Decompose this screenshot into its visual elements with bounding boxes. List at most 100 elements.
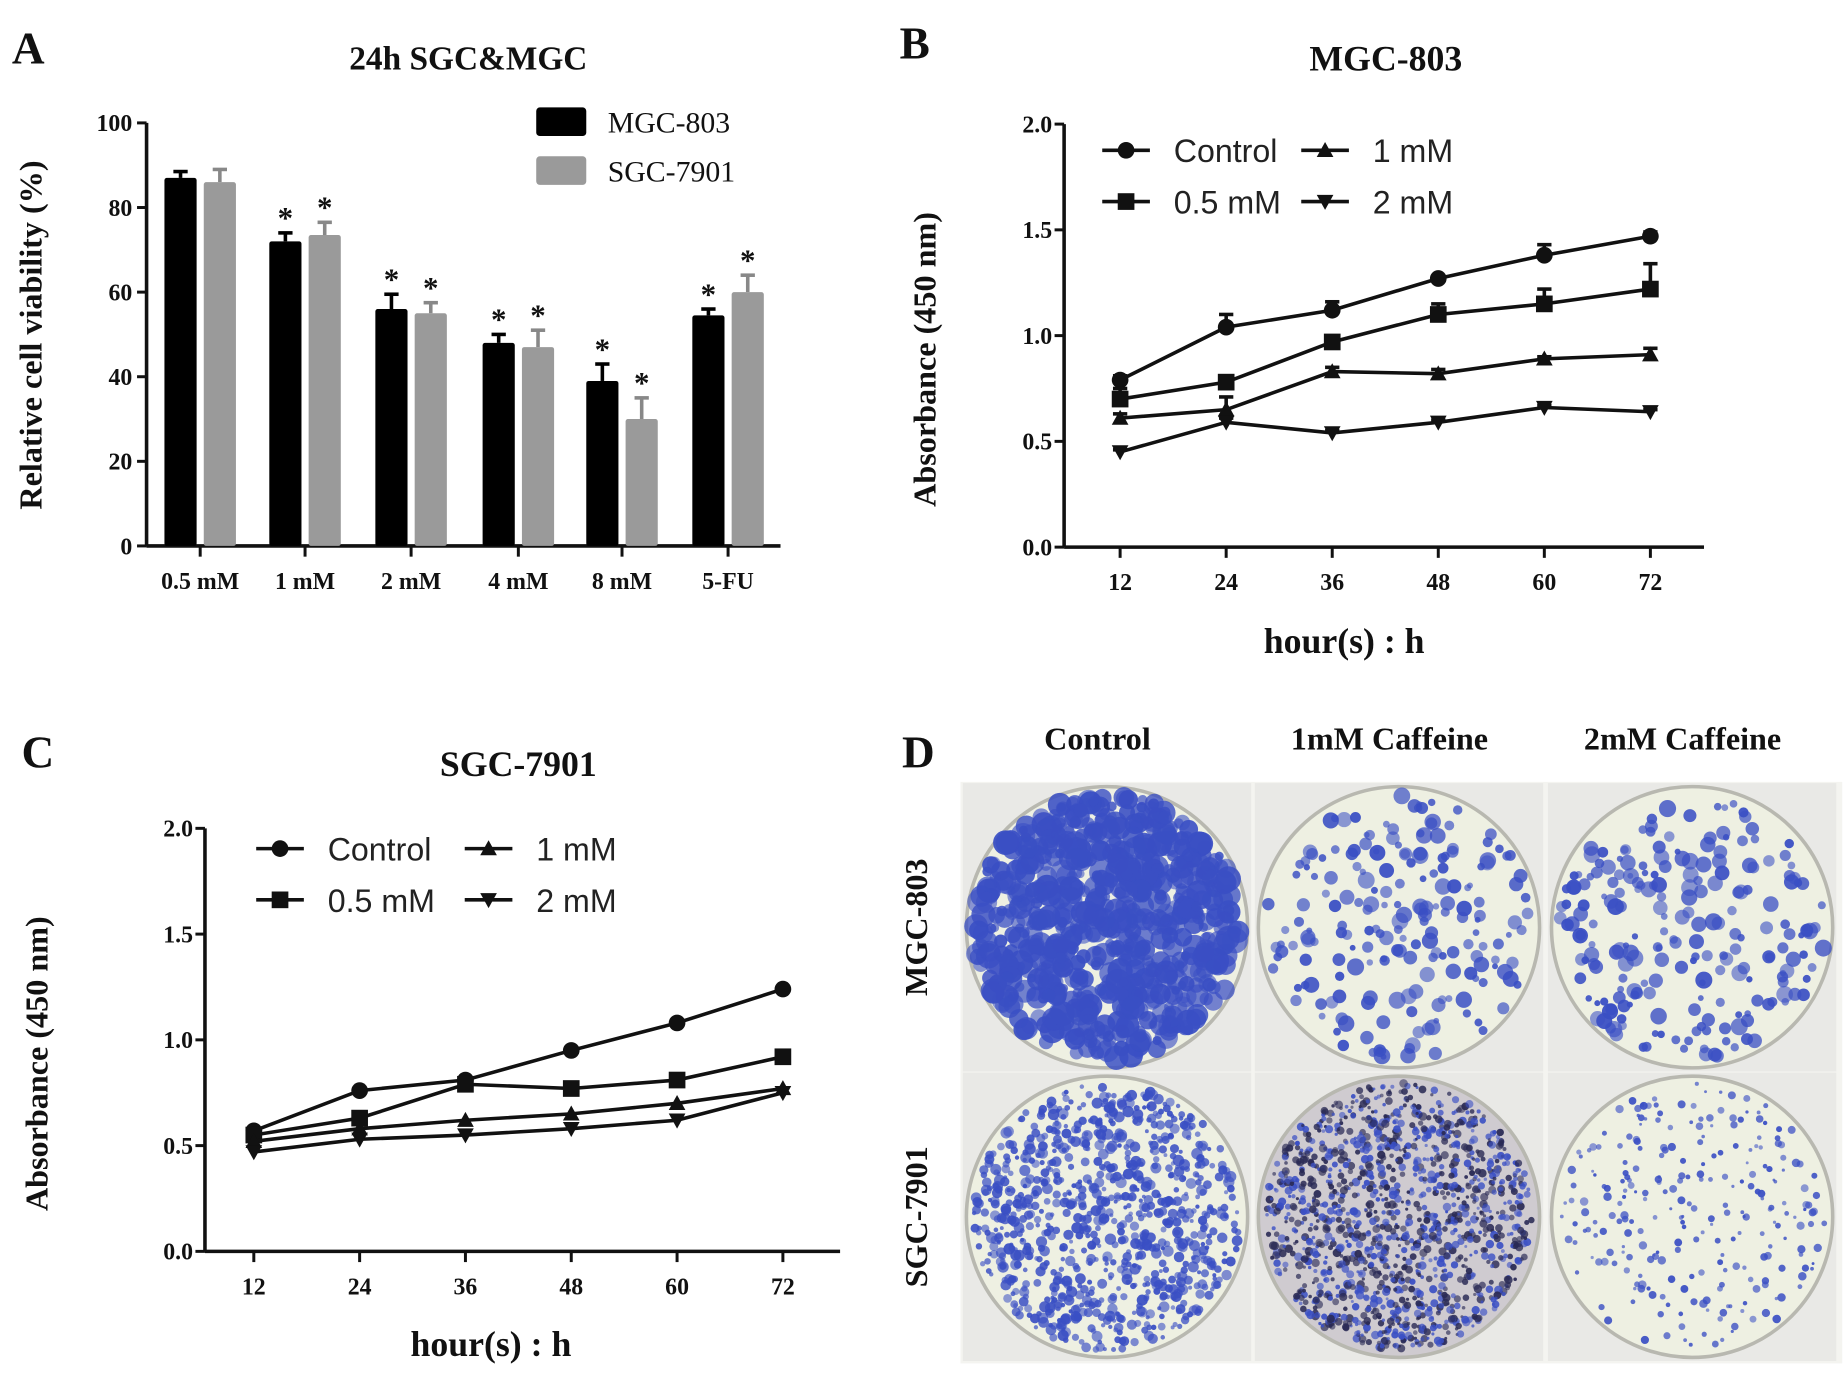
- colony: [984, 1258, 991, 1265]
- colony: [1013, 1222, 1025, 1233]
- colony: [1339, 1292, 1348, 1302]
- colony: [1088, 796, 1099, 807]
- dish: [1549, 1074, 1835, 1360]
- colony: [1124, 1149, 1132, 1157]
- colony: [1511, 1236, 1518, 1243]
- colony: [1348, 1294, 1353, 1300]
- colony: [1341, 1220, 1345, 1225]
- colony: [1648, 1291, 1657, 1299]
- colony: [1461, 1234, 1466, 1239]
- colony: [1745, 1161, 1749, 1165]
- colony: [1760, 1196, 1765, 1201]
- colony: [1758, 1145, 1763, 1150]
- colony: [1190, 1231, 1198, 1239]
- colony: [1077, 1283, 1083, 1289]
- colony: [1465, 1100, 1474, 1109]
- colony: [1328, 1324, 1333, 1328]
- colony: [1119, 1194, 1125, 1201]
- colony: [1329, 1154, 1334, 1159]
- colony: [1707, 875, 1723, 892]
- colony: [1424, 1308, 1433, 1317]
- colony: [1288, 940, 1298, 951]
- colony: [1277, 1234, 1287, 1243]
- colony: [1510, 1179, 1517, 1186]
- marker-triangle-down: [1316, 194, 1334, 210]
- colony: [1718, 1022, 1732, 1035]
- series-line: [1119, 352, 1651, 420]
- colony: [1701, 1134, 1705, 1139]
- colony: [1033, 1325, 1039, 1330]
- colony: [1364, 1207, 1368, 1212]
- colony: [1380, 1304, 1386, 1310]
- colony: [1659, 1293, 1666, 1300]
- colony: [1003, 1294, 1012, 1303]
- colony: [1174, 831, 1189, 846]
- x-tick-label: 1 mM: [275, 569, 335, 595]
- colony: [1346, 958, 1365, 976]
- colony: [999, 1226, 1004, 1230]
- legend-item: 1 mM: [1301, 133, 1453, 169]
- colony: [1655, 1117, 1661, 1123]
- colony: [1739, 1179, 1745, 1184]
- colony: [1328, 1295, 1334, 1301]
- colony: [1445, 995, 1453, 1003]
- marker-square: [1217, 373, 1235, 391]
- colony: [1674, 1238, 1683, 1247]
- colony: [1810, 1207, 1818, 1216]
- colony: [1090, 1045, 1105, 1060]
- colony: [1783, 1236, 1787, 1241]
- colony: [1717, 1106, 1725, 1114]
- colony: [1173, 892, 1184, 903]
- colony: [1457, 1234, 1462, 1239]
- colony: [1595, 1258, 1603, 1266]
- series-line: [253, 1055, 784, 1137]
- colony: [1065, 1200, 1076, 1210]
- colony: [1050, 1299, 1055, 1304]
- colony: [1781, 1168, 1785, 1172]
- colony: [1386, 1137, 1392, 1143]
- colony: [1784, 1211, 1790, 1216]
- colony: [1130, 1337, 1139, 1347]
- colony: [1060, 1256, 1066, 1262]
- colony: [1330, 845, 1340, 854]
- colony: [1717, 1259, 1724, 1266]
- colony: [982, 856, 1000, 874]
- colony: [1388, 1089, 1392, 1093]
- colony: [1328, 1193, 1335, 1200]
- colony: [1134, 1319, 1142, 1327]
- colony: [1064, 1104, 1071, 1111]
- colony: [1221, 1258, 1228, 1265]
- colony: [1617, 1200, 1623, 1207]
- colony: [1308, 1294, 1312, 1299]
- colony: [1104, 874, 1119, 888]
- colony: [1487, 1253, 1496, 1262]
- colony: [1430, 1093, 1434, 1097]
- colony: [1044, 1296, 1051, 1303]
- colony: [1394, 1195, 1402, 1203]
- colony: [1024, 1143, 1036, 1155]
- colony: [1323, 1292, 1330, 1299]
- colony: [1382, 1274, 1389, 1281]
- colony: [1142, 852, 1152, 862]
- colony: [1400, 1225, 1407, 1232]
- colony: [1433, 1256, 1438, 1261]
- colony: [1405, 1297, 1410, 1301]
- colony: [1305, 1131, 1312, 1138]
- colony: [1311, 1281, 1315, 1285]
- colony: [1072, 1304, 1082, 1313]
- colony: [1374, 1129, 1383, 1139]
- colony: [1091, 1236, 1101, 1246]
- colony: [1383, 1223, 1393, 1233]
- colony: [1104, 1310, 1116, 1322]
- colony: [1338, 1149, 1345, 1156]
- colony: [1010, 1259, 1022, 1270]
- colony: [1498, 1187, 1502, 1191]
- colony: [1680, 1219, 1685, 1225]
- colony: [1320, 1324, 1325, 1328]
- colony: [1343, 1306, 1348, 1312]
- colony: [1185, 1238, 1194, 1246]
- colony: [1321, 1129, 1326, 1133]
- colony: [1407, 1094, 1414, 1101]
- colony: [1431, 998, 1446, 1013]
